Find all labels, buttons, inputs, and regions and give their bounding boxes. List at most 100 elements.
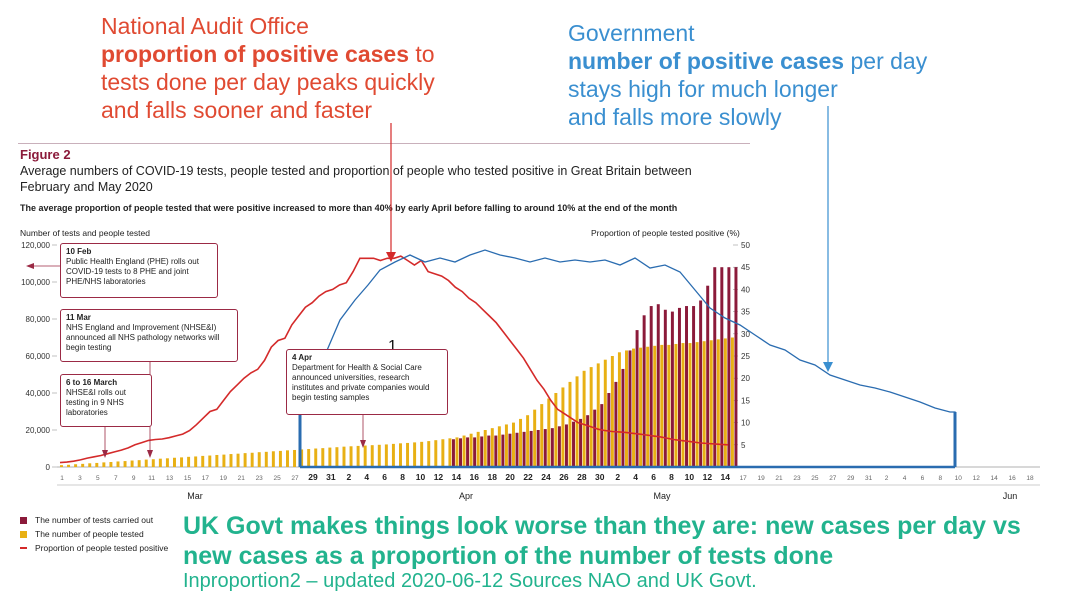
- nao-annotation-line3: tests done per day peaks quickly: [101, 69, 435, 95]
- x-tick-label: 4: [364, 472, 369, 482]
- gov-annotation-line2: number of positive cases per day: [568, 47, 927, 75]
- bar-people: [116, 461, 120, 467]
- callout-body: Public Health England (PHE) rolls out CO…: [66, 257, 199, 286]
- bar-people: [321, 448, 325, 467]
- bar-people: [349, 446, 353, 467]
- bar-people: [406, 442, 410, 467]
- y2-tick-label: 50: [741, 241, 750, 250]
- bar-people: [165, 458, 169, 467]
- legend-label-tests: The number of tests carried out: [35, 515, 154, 525]
- month-label: Apr: [459, 491, 473, 501]
- bar-people: [187, 456, 191, 467]
- x-tick-label: 12: [703, 472, 713, 482]
- y-tick-label: 20,000: [26, 426, 51, 435]
- callout-11-mar: 11 Mar NHS England and Improvement (NHSE…: [60, 309, 238, 362]
- bar-people: [723, 338, 727, 467]
- bar-tests: [607, 393, 611, 467]
- callout-10-feb: 10 Feb Public Health England (PHE) rolls…: [60, 243, 218, 298]
- x-tick-label: 6: [921, 475, 925, 482]
- bar-people: [109, 462, 113, 467]
- bar-people: [384, 444, 388, 467]
- bar-people: [151, 459, 155, 467]
- x-tick-label: 8: [939, 475, 943, 482]
- legend-label-people: The number of people tested: [35, 529, 144, 539]
- legend: The number of tests carried out The numb…: [20, 513, 168, 555]
- x-tick-label: 11: [148, 475, 155, 482]
- x-tick-label: 14: [721, 472, 731, 482]
- bar-people: [504, 424, 508, 467]
- bar-people: [377, 444, 381, 467]
- legend-swatch-people: [20, 530, 27, 538]
- bar-people: [363, 445, 367, 467]
- x-tick-label: 25: [811, 475, 819, 482]
- bar-people: [243, 453, 247, 467]
- callout-body: NHSE&I rolls out testing in 9 NHS labora…: [66, 388, 127, 417]
- x-tick-label: 23: [256, 475, 264, 482]
- nao-arrowhead: [386, 252, 396, 262]
- x-tick-label: 24: [541, 472, 551, 482]
- bar-people: [448, 438, 452, 467]
- bar-people: [681, 343, 685, 467]
- x-tick-label: 6: [651, 472, 656, 482]
- x-tick-label: 19: [757, 475, 765, 482]
- bar-people: [102, 462, 106, 467]
- bar-tests: [713, 267, 717, 467]
- bar-tests: [699, 300, 703, 467]
- x-tick-label: 4: [633, 472, 638, 482]
- callout-head: 4 Apr: [292, 353, 313, 362]
- callout-body: Department for Health & Social Care anno…: [292, 363, 430, 402]
- bar-people: [300, 449, 304, 467]
- callout-arrowhead: [360, 440, 366, 448]
- callout-4-apr: 4 Apr Department for Health & Social Car…: [286, 349, 448, 415]
- bar-tests: [508, 433, 512, 467]
- bar-tests: [579, 418, 583, 467]
- x-tick-label: 10: [955, 475, 963, 482]
- bar-people: [582, 370, 586, 467]
- bar-tests: [642, 315, 646, 467]
- bar-people: [81, 463, 85, 467]
- bar-people: [278, 450, 282, 467]
- gov-annotation: Government number of positive cases per …: [568, 19, 927, 131]
- x-tick-label: 29: [847, 475, 855, 482]
- x-tick-label: 2: [615, 472, 620, 482]
- x-tick-label: 2: [885, 475, 889, 482]
- x-tick-label: 9: [132, 475, 136, 482]
- x-tick-label: 21: [238, 475, 246, 482]
- bar-tests: [550, 428, 554, 467]
- x-tick-label: 16: [470, 472, 480, 482]
- bar-people: [236, 453, 240, 467]
- y2-tick-label: 35: [741, 308, 750, 317]
- callout-arrowhead: [26, 263, 34, 269]
- bar-people: [208, 455, 212, 467]
- bar-tests: [501, 434, 505, 467]
- legend-label-proportion: Proportion of people tested positive: [35, 543, 169, 553]
- bar-tests: [593, 409, 597, 467]
- month-label: Mar: [187, 491, 203, 501]
- x-tick-label: 18: [1026, 475, 1034, 482]
- callout-arrowhead: [102, 450, 108, 458]
- legend-swatch-tests: [20, 516, 27, 524]
- right-axis-title: Proportion of people tested positive (%): [591, 228, 740, 238]
- bar-people: [194, 456, 198, 467]
- bar-people: [512, 422, 515, 467]
- x-tick-label: 4: [903, 475, 907, 482]
- bar-people: [469, 433, 473, 467]
- bar-people: [674, 343, 678, 467]
- bar-tests: [543, 429, 547, 467]
- bar-people: [709, 340, 713, 467]
- bar-people: [441, 439, 445, 467]
- y2-tick-label: 40: [741, 285, 750, 294]
- bar-tests: [600, 404, 604, 467]
- x-tick-label: 17: [740, 475, 748, 482]
- bar-people: [137, 460, 141, 467]
- callout-6-16-march: 6 to 16 March NHSE&I rolls out testing i…: [60, 374, 152, 427]
- x-tick-label: 22: [523, 472, 533, 482]
- proportion-line: [59, 255, 729, 464]
- figure-title: Average numbers of COVID-19 tests, peopl…: [20, 164, 692, 194]
- bar-tests: [487, 435, 491, 467]
- bar-people: [328, 447, 332, 467]
- bar-people: [462, 435, 466, 467]
- y-tick-label: 80,000: [26, 315, 51, 324]
- bar-tests: [685, 306, 688, 467]
- bar-people: [646, 346, 650, 467]
